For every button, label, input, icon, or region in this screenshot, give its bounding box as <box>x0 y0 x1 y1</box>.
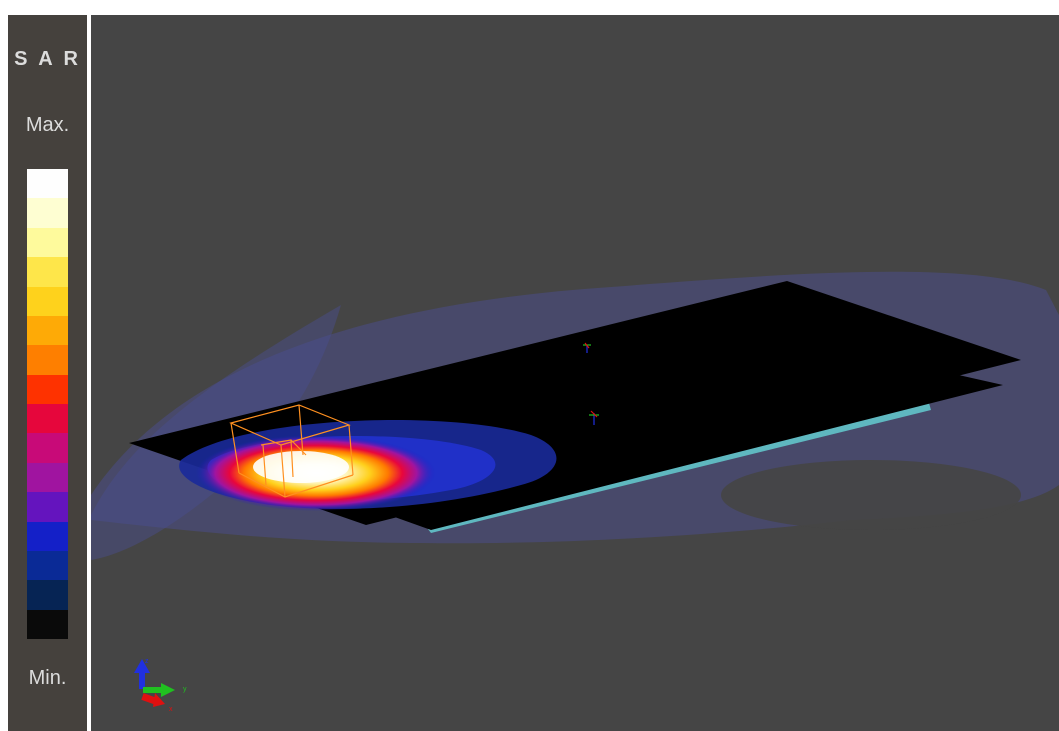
colorbar-swatch-6 <box>27 345 68 375</box>
colorbar-swatch-5 <box>27 315 68 346</box>
3d-viewport[interactable]: z y x <box>91 15 1059 731</box>
sar-field-scene <box>91 271 1059 560</box>
legend-min-label: Min. <box>28 667 67 689</box>
x-axis-arrow <box>141 693 165 707</box>
halo-cutout <box>721 460 1021 530</box>
y-axis-label: y <box>183 686 187 693</box>
colorbar-swatch-8 <box>27 404 68 434</box>
panel-divider <box>87 15 91 731</box>
axis-triad: z y x <box>134 658 187 713</box>
source-wireframe <box>229 404 354 498</box>
colorbar-swatch-3 <box>27 257 68 287</box>
z-axis-arrow <box>134 659 150 689</box>
colorbar-swatch-10 <box>27 462 68 493</box>
y-axis-arrow <box>143 683 175 697</box>
colorbar-swatch-11 <box>27 492 68 522</box>
sar-legend-panel: S A R Max. Min. <box>8 15 87 731</box>
probe-marker-1 <box>583 342 591 353</box>
colorbar-swatch-7 <box>27 374 68 404</box>
legend-max-label: Max. <box>25 114 70 136</box>
colorbar-swatch-13 <box>27 550 68 581</box>
colorbar-swatch-15 <box>27 609 68 639</box>
x-axis-label: x <box>169 706 173 713</box>
colorbar-swatch-4 <box>27 286 68 316</box>
colorbar-swatch-1 <box>27 198 68 228</box>
colorbar-swatch-12 <box>27 521 68 551</box>
colorbar-swatch-14 <box>27 580 68 610</box>
colorbar-swatch-9 <box>27 433 68 463</box>
probe-marker-2 <box>589 410 599 425</box>
colorbar-swatch-0 <box>27 169 68 199</box>
colorbar-swatch-2 <box>27 227 68 258</box>
legend-title: S A R <box>14 48 81 70</box>
z-axis-label: z <box>145 658 149 665</box>
sar-peak <box>253 451 349 483</box>
sar-colorbar <box>27 169 68 639</box>
